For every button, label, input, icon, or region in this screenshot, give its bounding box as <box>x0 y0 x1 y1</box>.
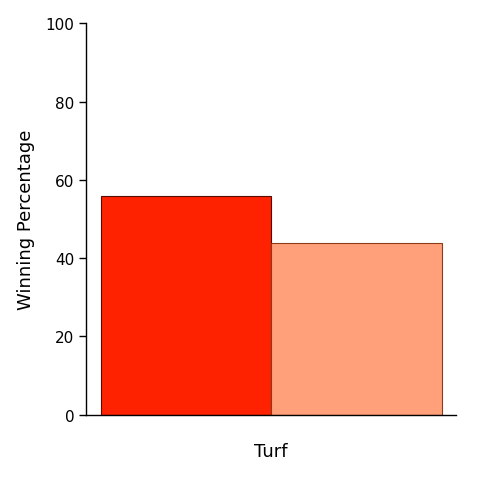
Y-axis label: Winning Percentage: Winning Percentage <box>17 130 35 309</box>
X-axis label: Turf: Turf <box>254 443 288 461</box>
Bar <box>271 243 442 415</box>
Bar <box>101 196 271 415</box>
